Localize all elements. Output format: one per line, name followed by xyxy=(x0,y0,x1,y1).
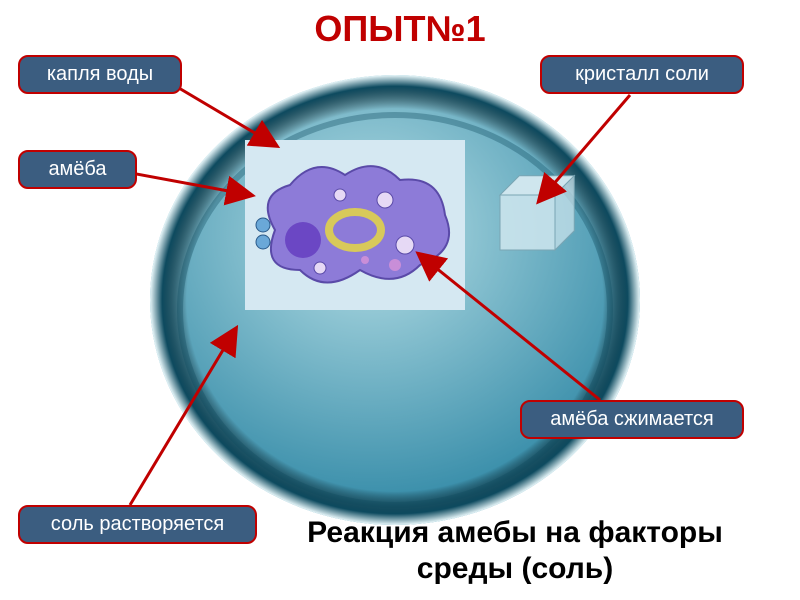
label-amoeba: амёба xyxy=(18,150,137,189)
label-water-drop-text: капля воды xyxy=(47,63,153,85)
label-amoeba-shrinks: амёба сжимается xyxy=(520,400,744,439)
label-amoeba-text: амёба xyxy=(48,158,106,180)
label-water-drop: капля воды xyxy=(18,55,182,94)
amoeba-inset-box xyxy=(245,140,465,310)
label-salt-crystal: кристалл соли xyxy=(540,55,744,94)
label-salt-crystal-text: кристалл соли xyxy=(575,63,709,85)
label-amoeba-shrinks-text: амёба сжимается xyxy=(550,408,714,430)
label-salt-dissolves: соль растворяется xyxy=(18,505,257,544)
label-salt-dissolves-text: соль растворяется xyxy=(51,513,224,535)
subtitle-line2: среды (соль) xyxy=(417,552,613,585)
diagram-canvas: ОПЫТ№1 xyxy=(0,0,800,600)
amoeba-illustration xyxy=(245,140,465,310)
subtitle-line1: Реакция амебы на факторы xyxy=(307,516,723,549)
diagram-subtitle: Реакция амебы на факторы среды (соль) xyxy=(230,515,800,587)
